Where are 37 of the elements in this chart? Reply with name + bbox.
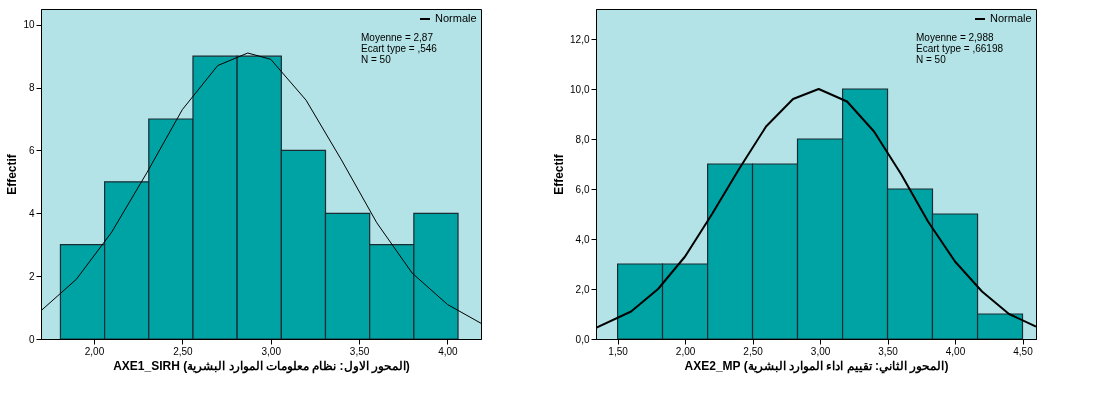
x-tick-label: 2,00 [675, 345, 696, 357]
x-axis-title: AXE1_SIRH (المحور الاول: نظام معلومات الموارد البشرية) [113, 358, 410, 374]
legend-label: Normale [990, 12, 1032, 24]
y-tick-label: 8,0 [575, 133, 590, 145]
y-tick-label: 4 [28, 207, 35, 219]
y-tick-label: 2 [28, 270, 35, 282]
x-tick-label: 4,00 [438, 345, 459, 357]
x-tick-label: 2,50 [743, 345, 764, 357]
annotation: N = 50 [361, 54, 392, 65]
y-tick-label: 8 [28, 82, 35, 94]
x-tick-label: 4,00 [945, 345, 966, 357]
x-tick-label: 2,50 [173, 345, 194, 357]
y-tick-label: 10 [23, 19, 35, 31]
annotation: Ecart type = ,546 [361, 43, 438, 54]
y-tick-label: 0,0 [575, 333, 590, 345]
y-axis-title: Effectif [5, 153, 20, 195]
y-tick-label: 6 [28, 144, 35, 156]
annotation: N = 50 [916, 54, 947, 65]
legend-label: Normale [435, 12, 477, 24]
x-tick-label: 3,00 [810, 345, 831, 357]
y-tick-label: 10,0 [570, 83, 590, 95]
annotation: Moyenne = 2,988 [916, 32, 994, 43]
x-tick-label: 3,50 [878, 345, 899, 357]
x-tick-label: 2,00 [84, 345, 105, 357]
y-tick-label: 2,0 [575, 283, 590, 295]
y-tick-label: 12,0 [570, 33, 590, 45]
x-tick-label: 3,50 [349, 345, 370, 357]
x-tick-label: 4,50 [1013, 345, 1034, 357]
x-tick-label: 1,50 [608, 345, 629, 357]
y-axis-title: Effectif [552, 153, 567, 195]
annotation: Moyenne = 2,87 [361, 32, 434, 43]
annotation: Ecart type = ,66198 [916, 43, 1004, 54]
x-axis-title: AXE2_MP (المحور الثاني: تقييم اداء الموارد البشرية) [684, 358, 949, 374]
y-tick-label: 6,0 [575, 183, 590, 195]
y-tick-label: 4,0 [575, 233, 590, 245]
x-tick-label: 3,00 [261, 345, 282, 357]
y-tick-label: 0 [28, 333, 35, 345]
